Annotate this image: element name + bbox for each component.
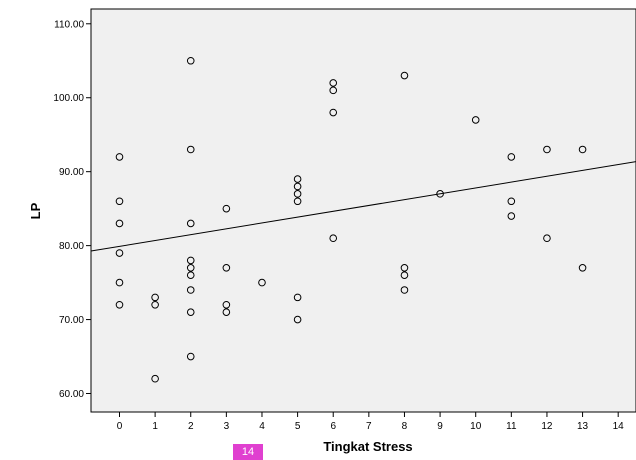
x-axis: 0 1 2 3 4 5 6 7 8 9 10 11 12 13 14	[117, 412, 624, 432]
y-axis: 60.00 70.00 80.00 90.00 100.00 110.00	[53, 19, 91, 400]
data-point	[115, 249, 124, 257]
y-axis-title: LP	[28, 202, 43, 219]
data-point	[186, 145, 195, 154]
plot-area	[90, 8, 636, 413]
y-tick-label: 60.00	[59, 389, 84, 400]
fit-line-layer	[90, 161, 636, 252]
x-tick-label: 14	[613, 421, 625, 432]
data-point	[507, 153, 516, 161]
data-point	[115, 197, 124, 206]
data-points	[115, 56, 587, 383]
data-point	[578, 145, 587, 154]
data-point	[293, 293, 302, 302]
data-point	[400, 264, 409, 272]
data-point	[400, 271, 409, 280]
regression-line	[90, 161, 636, 252]
x-tick-label: 2	[188, 421, 194, 432]
data-point	[293, 315, 302, 324]
x-tick-label: 7	[366, 421, 372, 432]
y-tick-label: 90.00	[59, 167, 84, 178]
data-point	[151, 293, 159, 302]
data-point	[115, 278, 124, 287]
data-point	[578, 264, 587, 272]
data-point	[151, 300, 159, 309]
data-point	[293, 190, 302, 198]
data-point	[507, 197, 516, 206]
data-point	[186, 219, 195, 228]
x-tick-label: 10	[470, 421, 482, 432]
data-point	[329, 108, 338, 117]
data-point	[186, 264, 195, 272]
data-point	[471, 116, 480, 124]
x-axis-title: Tingkat Stress	[323, 439, 412, 454]
data-point	[293, 182, 302, 191]
data-point	[186, 256, 195, 265]
x-tick-label: 0	[117, 421, 123, 432]
data-point	[222, 308, 231, 316]
y-tick-label: 110.00	[54, 19, 84, 30]
data-point	[507, 212, 516, 220]
y-tick-label: 100.00	[53, 93, 84, 104]
data-point	[329, 86, 338, 95]
page-number-badge: 14	[233, 444, 263, 460]
data-point	[186, 308, 195, 316]
data-point	[186, 56, 195, 65]
data-point	[151, 374, 159, 383]
x-tick-label: 3	[224, 421, 230, 432]
data-point	[543, 145, 551, 154]
x-tick-label: 12	[541, 421, 553, 432]
data-point	[258, 278, 266, 287]
data-point	[222, 204, 231, 213]
data-point	[186, 286, 195, 294]
data-point	[115, 300, 124, 309]
data-point	[543, 234, 551, 243]
data-point	[293, 197, 302, 206]
y-tick-label: 80.00	[59, 241, 84, 252]
x-tick-label: 8	[402, 421, 408, 432]
data-point	[186, 271, 195, 280]
data-point	[186, 352, 195, 361]
x-tick-label: 5	[295, 421, 301, 432]
x-tick-label: 9	[437, 421, 443, 432]
x-tick-label: 6	[330, 421, 336, 432]
data-point	[222, 264, 231, 272]
x-tick-label: 11	[506, 421, 517, 432]
data-point	[436, 190, 444, 198]
data-point	[329, 234, 338, 243]
x-tick-label: 13	[577, 421, 589, 432]
data-point	[115, 219, 124, 228]
data-point	[400, 286, 409, 294]
data-point	[222, 300, 231, 309]
data-point	[293, 175, 302, 183]
data-point	[329, 79, 338, 87]
x-tick-label: 4	[259, 421, 265, 432]
y-tick-label: 70.00	[59, 315, 84, 326]
data-point	[115, 153, 124, 161]
data-point	[400, 71, 409, 80]
x-tick-label: 1	[152, 421, 158, 432]
